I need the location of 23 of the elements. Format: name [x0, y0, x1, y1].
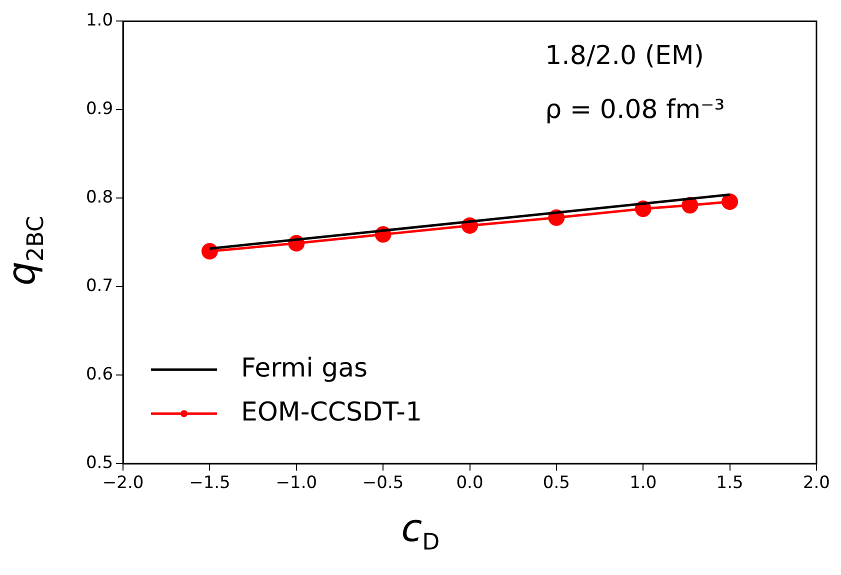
x-tick-label: −1.5 [189, 473, 230, 494]
y-tick-label: 0.9 [86, 99, 114, 120]
x-axis-title: c$_{D}$ [400, 506, 441, 556]
y-tick-label: 1.0 [86, 10, 114, 31]
annotation: 1.8/2.0 (EM) [545, 40, 704, 71]
y-tick-label: 0.7 [86, 276, 114, 296]
y-tick-label: 0.6 [86, 364, 114, 385]
point [722, 193, 738, 210]
x-tick-label: 1.0 [630, 473, 657, 494]
legend-label: Fermi gas [241, 353, 368, 384]
x-tick-label: −1.0 [276, 473, 318, 494]
annotation: ρ = 0.08 fm⁻³ [545, 94, 725, 125]
point [201, 243, 218, 260]
x-tick-label: 0.5 [542, 473, 570, 494]
x-tick-label: −0.5 [362, 473, 404, 494]
x-tick-label: 2.0 [802, 473, 830, 494]
legend-label: EOM-CCSDT-1 [241, 397, 422, 428]
x-tick-label: 1.5 [716, 473, 744, 494]
point [682, 196, 698, 214]
y-tick-label: 0.5 [86, 453, 114, 474]
x-tick-label: 0.0 [456, 473, 484, 494]
x-tick-label: −2.0 [102, 473, 144, 494]
y-tick-label: 0.8 [86, 188, 114, 208]
